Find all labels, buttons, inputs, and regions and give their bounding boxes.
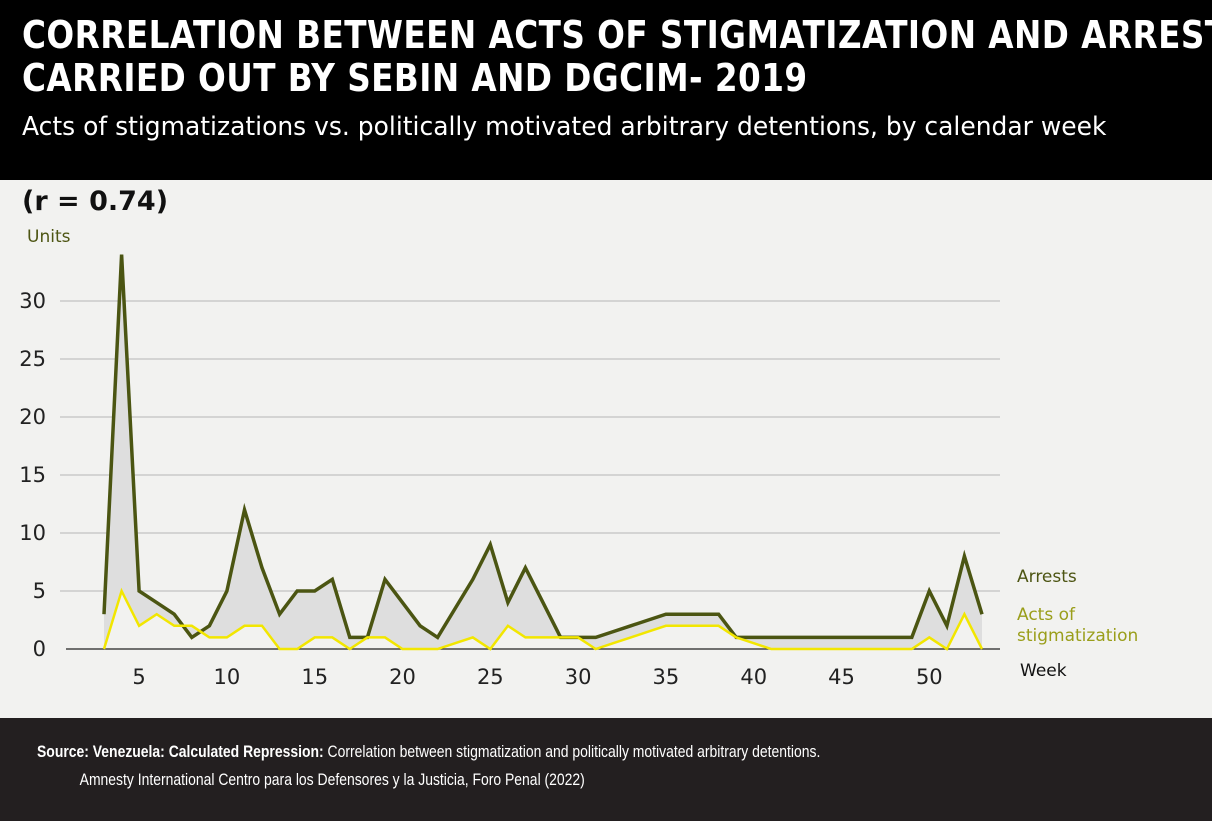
chart-subtitle: Acts of stigmatizations vs. politically … <box>22 112 1107 142</box>
x-tick-label: 15 <box>301 665 328 689</box>
x-tick-label: 35 <box>653 665 680 689</box>
line-chart: 0 5 10 15 20 25 30 5 10 15 20 25 30 35 40 45 50 Week Ar… <box>19 254 1138 689</box>
source-line-2: Amnesty International Centro para los De… <box>79 770 585 789</box>
chart-title: CORRELATION BETWEEN ACTS OF STIGMATIZATI… <box>22 13 1212 100</box>
x-tick-label: 5 <box>132 665 145 689</box>
chart-header: CORRELATION BETWEEN ACTS OF STIGMATIZATI… <box>0 0 1212 180</box>
x-tick-label: 40 <box>740 665 767 689</box>
y-tick-label: 25 <box>19 347 46 371</box>
source-footer: Source: Venezuela: Calculated Repression… <box>0 718 1212 821</box>
legend-stigmatization-line2: stigmatization <box>1017 626 1138 646</box>
legend-stigmatization-line1: Acts of <box>1017 605 1076 625</box>
x-tick-label: 50 <box>916 665 943 689</box>
y-axis-unit-label: Units <box>27 227 71 247</box>
y-tick-label: 5 <box>33 579 46 603</box>
legend-arrests: Arrests <box>1017 567 1077 587</box>
title-line-1: CORRELATION BETWEEN ACTS OF STIGMATIZATI… <box>22 13 1212 57</box>
x-axis-label: Week <box>1020 661 1067 681</box>
x-tick-label: 10 <box>214 665 241 689</box>
correlation-label: (r = 0.74) <box>22 186 169 217</box>
stigmatization-series-line <box>102 587 984 651</box>
arrests-series-line <box>102 254 984 640</box>
area-between-series <box>104 254 982 649</box>
x-axis-ticks: 5 10 15 20 25 30 35 40 45 50 <box>132 665 942 689</box>
y-tick-label: 30 <box>19 289 46 313</box>
x-tick-label: 30 <box>565 665 592 689</box>
x-tick-label: 45 <box>828 665 855 689</box>
y-tick-label: 0 <box>33 637 46 661</box>
chart-panel <box>0 180 1212 718</box>
y-axis-ticks: 0 5 10 15 20 25 30 <box>19 289 46 661</box>
source-lead: Source: Venezuela: Calculated Repression… <box>37 742 324 761</box>
y-tick-label: 20 <box>19 405 46 429</box>
y-tick-label: 10 <box>19 521 46 545</box>
x-tick-label: 20 <box>389 665 416 689</box>
title-line-2: CARRIED OUT BY SEBIN AND DGCIM- 2019 <box>22 56 808 100</box>
y-tick-label: 15 <box>19 463 46 487</box>
x-tick-label: 25 <box>477 665 504 689</box>
source-text: Correlation between stigmatization and p… <box>323 742 821 761</box>
source-note: Source: Venezuela: Calculated Repression… <box>37 738 980 794</box>
